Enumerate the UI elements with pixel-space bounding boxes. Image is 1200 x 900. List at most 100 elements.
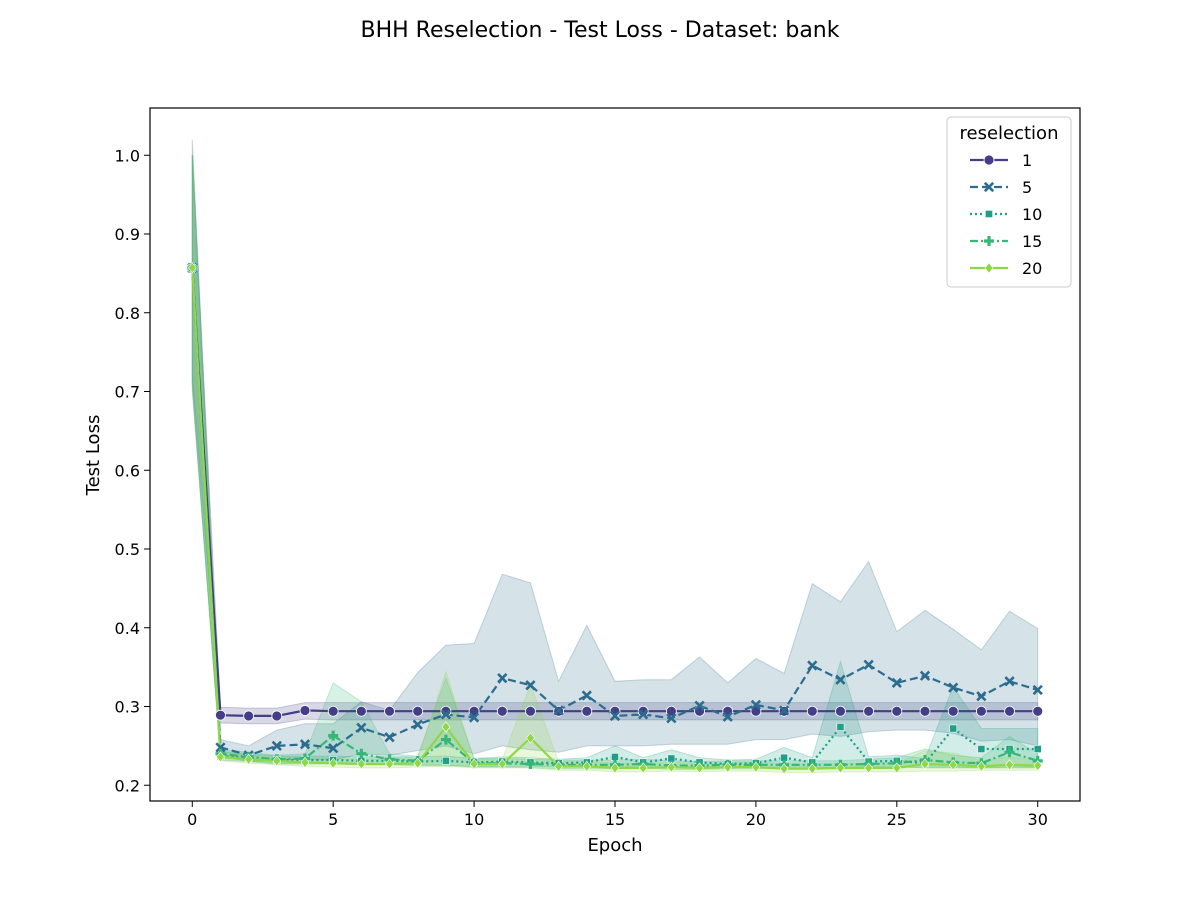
point-series-20-epoch-27 [948, 759, 958, 771]
x-tick-label-10: 10 [464, 810, 484, 829]
legend-marker-20 [984, 262, 994, 274]
point-series-20-epoch-15 [610, 762, 620, 774]
point-series-10-epoch-15 [611, 752, 619, 761]
point-series-1-epoch-1 [215, 709, 226, 721]
point-series-5-epoch-30 [1032, 684, 1043, 696]
point-series-1-epoch-28 [975, 705, 987, 717]
point-series-1-epoch-25 [891, 705, 903, 717]
point-series-20-epoch-21 [779, 763, 789, 775]
legend-title: reselection [960, 123, 1059, 144]
point-series-5-epoch-15 [609, 710, 621, 722]
point-series-20-epoch-24 [864, 762, 874, 774]
point-series-1-epoch-2 [243, 710, 255, 722]
y-tick-label-0.5: 0.5 [115, 540, 140, 559]
point-series-5-epoch-1 [215, 742, 226, 753]
y-tick-label-0.3: 0.3 [115, 698, 140, 717]
x-tick-label-15: 15 [605, 810, 625, 829]
point-series-20-epoch-9 [441, 721, 451, 733]
point-series-1-epoch-27 [947, 705, 959, 717]
x-tick-label-5: 5 [328, 810, 338, 829]
point-series-5-epoch-22 [807, 660, 818, 671]
point-series-5-epoch-18 [694, 700, 705, 711]
point-series-20-epoch-14 [582, 760, 592, 772]
point-series-20-epoch-28 [976, 760, 986, 772]
point-series-5-epoch-19 [722, 711, 733, 722]
point-series-20-epoch-13 [554, 760, 564, 772]
point-series-5-epoch-21 [778, 705, 790, 716]
x-tick-label-0: 0 [187, 810, 197, 829]
point-series-20-epoch-0 [187, 262, 197, 274]
legend-marker-1 [983, 154, 995, 166]
point-series-5-epoch-11 [497, 673, 508, 684]
point-series-20-epoch-19 [723, 761, 733, 773]
point-series-20-epoch-20 [751, 761, 761, 773]
point-series-1-epoch-8 [412, 705, 424, 717]
point-series-1-epoch-4 [299, 705, 311, 716]
point-series-5-epoch-8 [412, 719, 423, 730]
legend-marker-15 [984, 236, 994, 246]
point-series-1-epoch-11 [496, 705, 508, 717]
point-series-20-epoch-26 [920, 758, 930, 770]
point-series-10-epoch-28 [977, 745, 986, 753]
band-series-5 [191, 139, 1039, 763]
point-series-10-epoch-27 [949, 724, 958, 733]
chart-title: BHH Reselection - Test Loss - Dataset: b… [361, 18, 840, 43]
point-series-5-epoch-5 [328, 743, 339, 754]
point-series-5-epoch-12 [525, 680, 536, 691]
point-series-5-epoch-20 [750, 699, 762, 711]
point-series-5-epoch-7 [384, 732, 395, 743]
point-series-20-epoch-23 [836, 762, 845, 774]
point-series-1-epoch-5 [327, 705, 339, 717]
point-series-1-epoch-6 [355, 705, 367, 717]
legend-label-20: 20 [1022, 259, 1042, 278]
point-series-5-epoch-17 [666, 713, 677, 724]
x-axis-label: Epoch [587, 835, 642, 856]
point-series-1-epoch-22 [806, 705, 818, 717]
point-series-20-epoch-4 [300, 756, 310, 768]
point-series-20-epoch-30 [1033, 760, 1043, 772]
x-tick-label-30: 30 [1028, 810, 1048, 829]
point-series-5-epoch-25 [891, 677, 902, 688]
point-series-5-epoch-26 [919, 670, 931, 681]
point-series-20-epoch-5 [328, 757, 338, 769]
confidence-bands [191, 139, 1039, 774]
y-tick-label-0.2: 0.2 [115, 776, 140, 795]
point-series-20-epoch-7 [385, 758, 394, 770]
point-series-1-epoch-16 [637, 705, 649, 717]
point-series-5-epoch-16 [638, 709, 649, 720]
point-series-1-epoch-17 [665, 705, 677, 717]
point-series-10-epoch-23 [836, 723, 845, 731]
point-series-1-epoch-23 [835, 705, 846, 717]
point-series-5-epoch-14 [581, 690, 592, 701]
point-series-1-epoch-12 [525, 705, 536, 717]
y-tick-label-0.9: 0.9 [115, 225, 140, 244]
point-series-15-epoch-29 [1004, 747, 1015, 758]
point-series-5-epoch-10 [468, 712, 480, 723]
point-series-20-epoch-18 [695, 762, 704, 774]
y-tick-label-0.6: 0.6 [115, 461, 140, 480]
legend-label-1: 1 [1022, 151, 1032, 170]
point-series-1-epoch-3 [271, 710, 283, 722]
y-axis-label: Test Loss [83, 415, 104, 497]
point-series-5-epoch-23 [835, 674, 846, 685]
point-series-15-epoch-6 [356, 748, 367, 759]
point-series-5-epoch-9 [440, 709, 452, 720]
point-series-1-epoch-7 [384, 705, 395, 717]
point-series-20-epoch-17 [666, 761, 676, 773]
point-series-20-epoch-25 [892, 762, 902, 774]
point-series-20-epoch-11 [497, 758, 507, 770]
point-series-5-epoch-29 [1004, 676, 1015, 687]
y-tick-label-0.8: 0.8 [115, 304, 140, 323]
y-tick-label-0.7: 0.7 [115, 383, 140, 402]
point-series-1-epoch-30 [1032, 705, 1044, 717]
point-series-20-epoch-8 [413, 757, 423, 769]
point-series-15-epoch-5 [328, 730, 339, 741]
point-series-20-epoch-12 [526, 732, 535, 744]
point-series-5-epoch-6 [356, 722, 367, 733]
point-series-1-epoch-29 [1004, 705, 1015, 717]
point-series-20-epoch-29 [1005, 759, 1014, 771]
point-series-5-epoch-4 [299, 739, 311, 750]
point-series-20-epoch-6 [356, 758, 366, 770]
x-tick-label-25: 25 [887, 810, 907, 829]
